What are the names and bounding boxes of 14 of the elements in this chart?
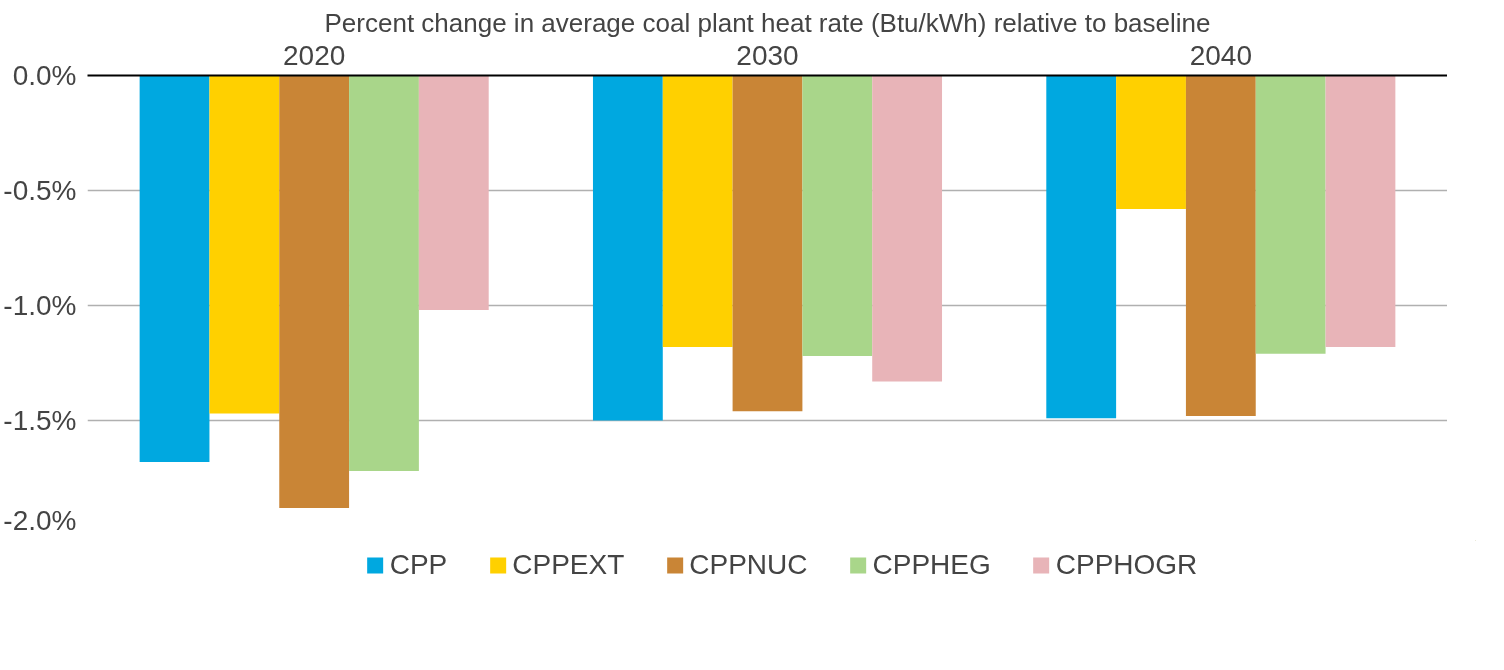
legend-label: CPPHEG bbox=[872, 549, 991, 581]
chart-title: Percent change in average coal plant heat rate (Btu/kWh) relative to baseline bbox=[324, 7, 1211, 38]
x-tick-label: 2020 bbox=[283, 39, 346, 71]
y-tick-label: -0.5% bbox=[3, 175, 77, 206]
legend-label: CPPHOGR bbox=[1055, 549, 1198, 581]
y-tick-label: -2.0% bbox=[3, 504, 77, 536]
x-tick-label: 2030 bbox=[736, 39, 799, 71]
legend-label: CPP bbox=[389, 549, 448, 581]
y-tick-label: 0.0% bbox=[12, 60, 77, 91]
legend-label: CPPNUC bbox=[689, 549, 808, 581]
y-tick-label: -1.0% bbox=[3, 290, 77, 321]
y-tick-label: -1.5% bbox=[3, 405, 77, 436]
x-tick-label: 2040 bbox=[1189, 39, 1252, 71]
legend-label: CPPEXT bbox=[512, 549, 625, 581]
